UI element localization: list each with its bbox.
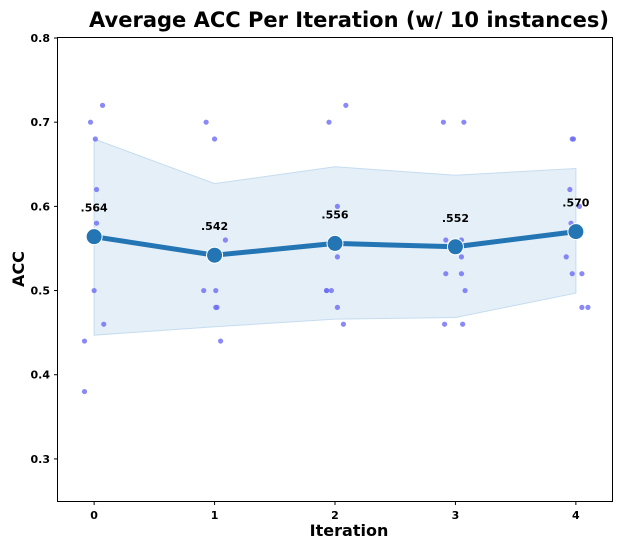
mean-marker	[446, 238, 464, 256]
instance-point	[328, 287, 334, 294]
instance-points-layer	[81, 102, 591, 395]
mean-marker	[206, 246, 224, 264]
instance-point	[441, 321, 448, 327]
instance-point	[92, 136, 98, 142]
instance-point	[334, 254, 341, 260]
instance-point	[461, 119, 467, 125]
y-tick-label: 0.8	[31, 32, 51, 45]
instance-point	[91, 287, 97, 294]
instance-point	[462, 287, 468, 294]
y-tick-label: 0.3	[31, 453, 51, 466]
instance-point	[222, 237, 229, 243]
y-tick-label: 0.7	[31, 116, 51, 129]
instance-point	[585, 304, 591, 310]
instance-point	[579, 271, 585, 277]
instance-point	[458, 254, 465, 260]
instance-point	[201, 287, 207, 294]
x-tick-label: 4	[572, 509, 580, 522]
instance-point	[458, 271, 465, 277]
instance-point	[99, 102, 106, 108]
x-tick-label: 3	[452, 509, 460, 522]
instance-point	[213, 287, 219, 294]
instance-point	[203, 119, 209, 125]
data-label: .564	[81, 202, 108, 215]
x-tick-label: 2	[331, 509, 339, 522]
y-axis-ticks: 0.3 0.4 0.5 0.6 0.7 0.8	[31, 32, 58, 466]
y-tick-label: 0.5	[31, 285, 51, 298]
instance-point	[326, 119, 332, 125]
x-axis-label: Iteration	[310, 521, 389, 540]
data-label: .556	[321, 208, 348, 221]
instance-point	[443, 271, 449, 277]
data-label: .570	[562, 197, 589, 210]
mean-marker	[326, 234, 344, 252]
instance-point	[81, 388, 88, 395]
instance-point	[323, 287, 330, 294]
instance-point	[440, 119, 446, 125]
instance-point	[213, 304, 219, 310]
x-axis-ticks: 0 1 2 3 4	[90, 501, 580, 522]
instance-point	[443, 237, 449, 243]
chart-title: Average ACC Per Iteration (w/ 10 instanc…	[89, 8, 609, 32]
instance-point	[340, 321, 347, 327]
instance-point	[334, 203, 341, 209]
mean-marker	[567, 223, 585, 241]
instance-point	[211, 136, 218, 142]
instance-point	[460, 321, 466, 327]
x-tick-label: 0	[90, 509, 98, 522]
instance-point	[570, 136, 577, 142]
data-labels-layer: .564 .542 .556 .552 .570	[81, 197, 590, 234]
instance-point	[563, 254, 569, 260]
instance-point	[343, 102, 349, 108]
instance-point	[334, 304, 341, 310]
x-tick-label: 1	[211, 509, 219, 522]
data-label: .542	[201, 220, 228, 233]
mean-marker	[85, 228, 103, 246]
y-axis-label: ACC	[9, 251, 28, 287]
mean-line-layer	[85, 223, 585, 264]
instance-point	[93, 220, 100, 226]
instance-point	[567, 186, 573, 193]
instance-point	[579, 304, 585, 310]
instance-point	[93, 186, 100, 193]
data-label: .552	[442, 212, 469, 225]
instance-point	[569, 271, 575, 277]
y-tick-label: 0.4	[31, 369, 51, 382]
instance-point	[87, 119, 94, 125]
instance-point	[576, 203, 583, 209]
instance-point	[217, 338, 224, 344]
instance-point	[81, 338, 88, 344]
instance-point	[101, 321, 107, 327]
y-tick-label: 0.6	[31, 200, 51, 213]
